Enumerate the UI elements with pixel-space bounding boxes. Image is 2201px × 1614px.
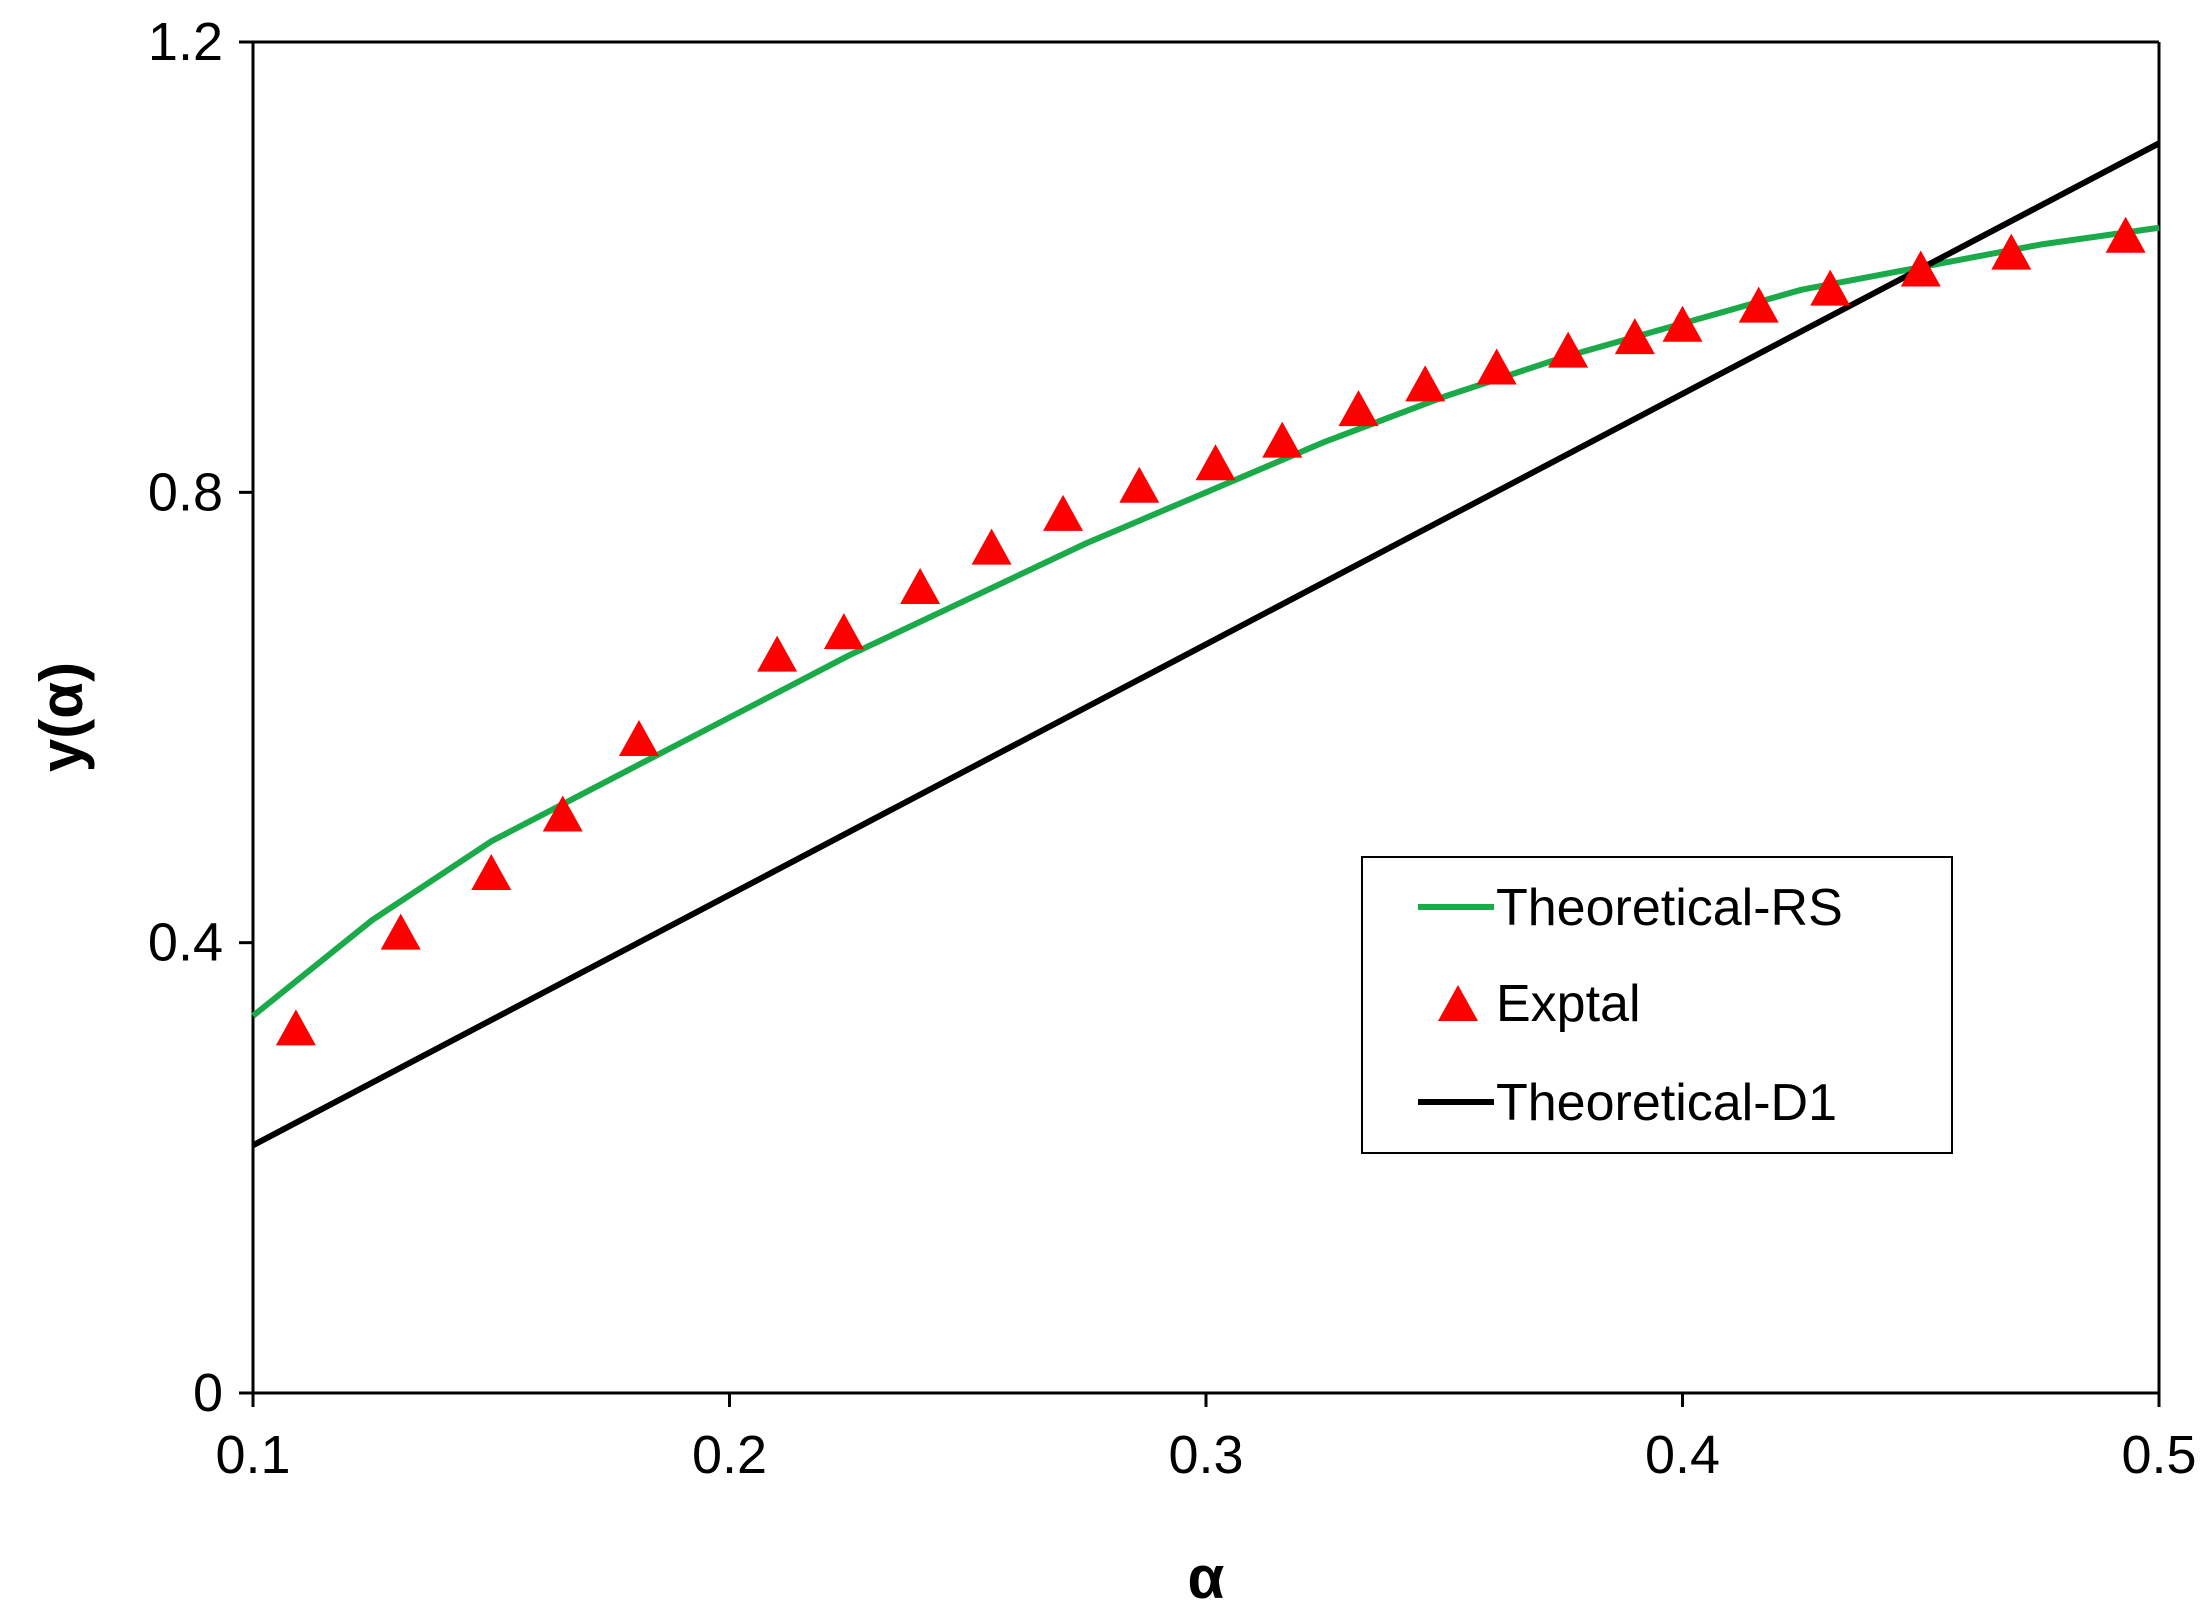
x-tick-label: 0.4 [1645,1425,1720,1485]
data-point-exptal [1900,250,1941,287]
y-tick-label: 0 [193,1363,223,1423]
data-point-exptal [1195,444,1236,481]
legend: Theoretical-RS Exptal Theoretical-D1 [1361,856,1953,1154]
y-tick-label: 1.2 [148,12,223,72]
data-point-exptal [823,613,864,650]
data-point-exptal [618,720,659,757]
x-ticks: 0.1 0.2 0.3 0.4 0.5 [215,1393,2197,1485]
series-line-theoretical-d1 [251,140,2161,1148]
data-point-exptal [1043,494,1084,531]
x-tick-label: 0.5 [2121,1425,2196,1485]
data-point-exptal [471,853,512,890]
data-point-exptal [2105,216,2146,253]
series-line-theoretical-rs [251,224,2160,1019]
data-point-exptal [1548,331,1589,368]
legend-marker-exptal [1438,985,1478,1021]
data-point-exptal [757,635,798,672]
data-point-exptal [971,528,1012,565]
data-point-exptal [1262,421,1303,458]
data-point-exptal [1991,233,2032,270]
data-point-exptal [1405,365,1446,402]
data-point-exptal [275,1009,316,1046]
data-point-exptal [1119,466,1160,503]
y-tick-label: 0.4 [148,913,223,973]
x-axis-title: α [1188,1544,1225,1611]
data-point-exptal [1338,390,1379,427]
legend-label-theoretical-rs: Theoretical-RS [1496,879,1843,937]
series-layer [251,140,2161,1148]
data-point-exptal [1476,348,1517,385]
data-point-exptal [1614,318,1655,355]
data-point-exptal [380,913,421,950]
plot-area: 0.1 0.2 0.3 0.4 0.5 0 0.4 0.8 1.2 [148,12,2197,1485]
y-tick-label: 0.8 [148,462,223,522]
legend-label-theoretical-d1: Theoretical-D1 [1496,1074,1837,1132]
x-tick-label: 0.2 [692,1425,767,1485]
x-tick-label: 0.3 [1168,1425,1243,1485]
data-point-exptal [1662,305,1703,342]
x-tick-label: 0.1 [215,1425,290,1485]
y-axis-title: y(α) [28,662,95,772]
data-point-exptal [542,795,583,832]
data-point-exptal [1810,269,1851,306]
data-point-exptal [1738,286,1779,323]
y-ticks: 0 0.4 0.8 1.2 [148,12,253,1423]
data-point-exptal [900,568,941,605]
legend-label-exptal: Exptal [1496,975,1641,1033]
